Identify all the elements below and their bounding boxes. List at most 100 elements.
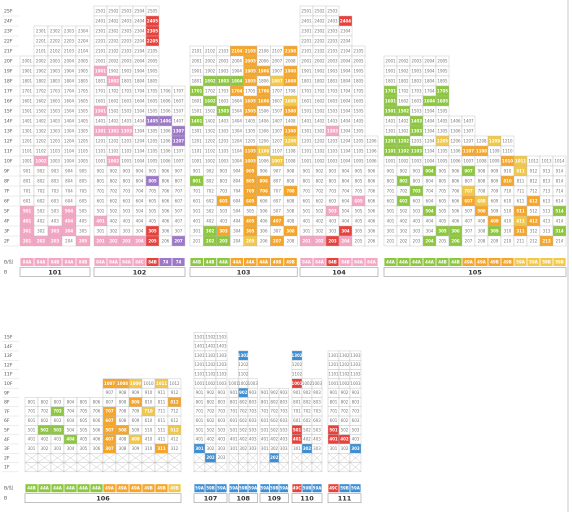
unit-number: 807 (465, 178, 473, 183)
unit-number: 801 (97, 178, 105, 183)
unit-number: 1203 (50, 138, 61, 143)
unit-number: 505 (80, 427, 88, 432)
unit-number: 1106 (160, 148, 171, 153)
unit-number: 603 (218, 418, 226, 423)
unit-number: 505 (355, 208, 363, 213)
unit-number: 1304 (64, 128, 75, 133)
unit-number: 1904 (64, 68, 75, 73)
unit-number: 411 (158, 437, 166, 442)
unit-number: 503 (220, 208, 228, 213)
closed-cross (89, 453, 104, 463)
unit-number: 804 (67, 399, 75, 404)
unit-number: 512 (170, 427, 179, 432)
type-cell (142, 484, 155, 493)
unit-number: 501 (261, 427, 269, 432)
type-cell (159, 258, 172, 266)
unit-number: 805 (355, 178, 363, 183)
unit-number: 1507 (272, 108, 283, 113)
unit-number: 902 (400, 168, 408, 173)
type-label: 59A (260, 486, 270, 491)
unit-number: 1804 (134, 78, 145, 83)
floor-label: 13F (4, 129, 13, 135)
unit-number: 1405 (78, 118, 89, 123)
unit-number: 1602 (398, 98, 409, 103)
unit-number: 301 (23, 228, 32, 233)
unit-number: 1005 (353, 158, 364, 163)
unit-number: 307 (175, 228, 183, 233)
type-label: 49A (464, 259, 474, 264)
unit-number: 704 (65, 188, 73, 193)
unit-number: 803 (220, 178, 228, 183)
unit-number: 701 (196, 409, 204, 414)
unit-number: 307 (105, 446, 114, 451)
unit-number: 1105 (147, 148, 158, 153)
unit-number: 504 (65, 208, 74, 213)
unit-number: 602 (239, 418, 247, 423)
unit-number: 1007 (463, 158, 474, 163)
unit-number: 702 (207, 409, 215, 414)
unit-number: 1801 (22, 78, 33, 83)
closed-cross (193, 453, 206, 463)
unit-number: 1203 (216, 362, 227, 367)
type-cell (501, 258, 514, 266)
building-name: 107 (204, 495, 218, 503)
unit-number: 507 (465, 208, 473, 213)
unit-number: 1603 (218, 98, 229, 103)
unit-number: 1206 (160, 138, 171, 143)
unit-number: 606 (368, 198, 376, 203)
unit-number: 1605 (78, 98, 89, 103)
unit-number: 1405 (245, 118, 256, 123)
floor-label: 7F (4, 409, 10, 415)
unit-number: 403 (54, 437, 62, 442)
unit-number: 303 (123, 228, 131, 233)
unit-number: 403 (329, 218, 337, 223)
unit-number: 1508 (285, 108, 296, 113)
unit-number: 1109 (489, 148, 500, 153)
type-cell (540, 258, 553, 266)
unit-number: 2501 (301, 8, 312, 13)
unit-number: 1201 (385, 138, 396, 143)
unit-number: 602 (270, 418, 278, 423)
unit-number: 2204 (78, 38, 89, 43)
unit-number: 1305 (78, 128, 89, 133)
floor-label: 20F (4, 59, 13, 65)
unit-number: 708 (478, 188, 486, 193)
unit-number: 1306 (259, 128, 270, 133)
unit-number: 501 (230, 427, 238, 432)
unit-number: 709 (132, 409, 140, 414)
unit-number: 602 (110, 198, 118, 203)
building-name-box (193, 493, 228, 504)
unit-number: 607 (175, 198, 183, 203)
unit-number: 1003 (327, 158, 338, 163)
unit-number: 304 (426, 228, 434, 233)
unit-number: 401 (23, 218, 32, 223)
building: 1302 1202 1102 1001 1002 1003 901 902 903 801 802 8… (228, 350, 258, 504)
unit-number: 701 (230, 409, 238, 414)
type-label: 59B (542, 259, 551, 264)
unit-number: 903 (249, 390, 257, 395)
unit-number: 2203 (327, 38, 338, 43)
unit-number: 704 (342, 188, 350, 193)
unit-number: 801 (196, 399, 204, 404)
unit-number: 606 (452, 198, 460, 203)
unit-number: 1703 (50, 88, 61, 93)
unit-number: 1108 (285, 148, 296, 153)
unit-number: 301 (230, 446, 238, 451)
type-cell (300, 258, 313, 266)
unit-number: 301 (195, 446, 204, 451)
unit-number: 1805 (78, 78, 89, 83)
unit-number: 314 (555, 228, 564, 233)
unit-number: 305 (80, 446, 88, 451)
unit-number: 1501 (385, 108, 396, 113)
unit-number: 2301 (95, 28, 106, 33)
unit-number: 1102 (36, 148, 47, 153)
unit-number: 408 (287, 218, 295, 223)
unit-number: 808 (287, 178, 295, 183)
unit-number: 309 (490, 228, 499, 233)
closed-cross (228, 462, 239, 472)
unit-number: 1903 (121, 68, 132, 73)
unit-number: 1202 (398, 138, 409, 143)
unit-number: 1304 (232, 128, 243, 133)
unit-number: 903 (280, 390, 288, 395)
unit-number: 1307 (173, 128, 184, 133)
